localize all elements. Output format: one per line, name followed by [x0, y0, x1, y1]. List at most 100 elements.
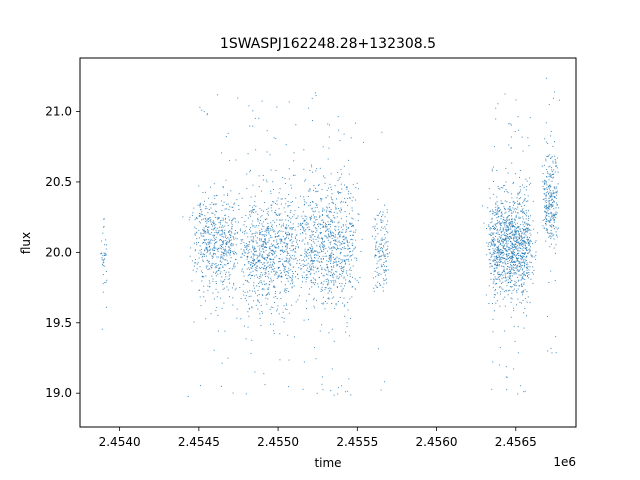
data-point: [532, 282, 534, 284]
data-point: [213, 195, 215, 197]
data-point: [529, 237, 531, 239]
data-point: [351, 200, 353, 202]
data-point: [340, 192, 342, 194]
data-point: [552, 97, 554, 99]
data-point: [250, 264, 252, 266]
data-point: [555, 336, 557, 338]
data-point: [523, 186, 525, 188]
data-point: [315, 358, 317, 360]
data-point: [285, 228, 287, 230]
data-point: [268, 253, 270, 255]
data-point: [326, 264, 328, 266]
data-point: [332, 277, 334, 279]
data-point: [245, 230, 247, 232]
data-point: [334, 185, 336, 187]
data-point: [504, 93, 506, 95]
data-point: [268, 273, 270, 275]
data-point: [333, 221, 335, 223]
data-point: [507, 208, 509, 210]
data-point: [499, 273, 501, 275]
data-point: [319, 228, 321, 230]
data-point: [272, 254, 274, 256]
data-point: [294, 210, 296, 212]
data-point: [303, 199, 305, 201]
data-point: [377, 281, 379, 283]
data-point: [521, 273, 523, 275]
x-tick-label: 2.4565: [495, 435, 537, 449]
data-point: [213, 349, 215, 351]
data-point: [510, 136, 512, 138]
data-point: [499, 286, 501, 288]
data-point: [550, 192, 552, 194]
data-point: [346, 188, 348, 190]
data-point: [514, 237, 516, 239]
data-point: [522, 228, 524, 230]
data-point: [348, 190, 350, 192]
data-point: [221, 152, 223, 154]
data-point: [207, 229, 209, 231]
data-point: [517, 239, 519, 241]
data-point: [384, 234, 386, 236]
data-point: [377, 260, 379, 262]
data-point: [532, 200, 534, 202]
data-point: [325, 248, 327, 250]
data-point: [328, 124, 330, 126]
data-point: [324, 268, 326, 270]
data-point: [513, 310, 515, 312]
data-point: [203, 227, 205, 229]
data-point: [302, 232, 304, 234]
data-point: [338, 178, 340, 180]
data-point: [278, 214, 280, 216]
data-point: [492, 228, 494, 230]
data-point: [274, 301, 276, 303]
data-point: [549, 217, 551, 219]
data-point: [334, 246, 336, 248]
data-point: [515, 247, 517, 249]
data-point: [322, 240, 324, 242]
data-point: [348, 227, 350, 229]
data-point: [260, 281, 262, 283]
data-point: [314, 222, 316, 224]
data-point: [263, 257, 265, 259]
data-point: [341, 272, 343, 274]
data-point: [221, 240, 223, 242]
data-point: [553, 200, 555, 202]
data-point: [223, 248, 225, 250]
data-point: [214, 253, 216, 255]
data-point: [526, 236, 528, 238]
data-point: [325, 211, 327, 213]
data-point: [267, 228, 269, 230]
data-point: [284, 238, 286, 240]
data-point: [266, 303, 268, 305]
data-point: [520, 235, 522, 237]
data-point: [527, 219, 529, 221]
data-point: [513, 209, 515, 211]
data-point: [332, 215, 334, 217]
data-point: [324, 240, 326, 242]
data-point: [321, 250, 323, 252]
data-point: [286, 255, 288, 257]
data-point: [504, 200, 506, 202]
data-point: [512, 247, 514, 249]
data-point: [309, 273, 311, 275]
data-point: [255, 250, 257, 252]
data-point: [380, 249, 382, 251]
data-point: [550, 232, 552, 234]
data-point: [273, 252, 275, 254]
data-point: [336, 263, 338, 265]
data-point: [375, 255, 377, 257]
data-point: [520, 262, 522, 264]
data-point: [294, 251, 296, 253]
data-point: [307, 249, 309, 251]
data-point: [513, 263, 515, 265]
data-point: [343, 165, 345, 167]
data-point: [241, 197, 243, 199]
data-point: [516, 304, 518, 306]
data-point: [530, 229, 532, 231]
data-point: [258, 278, 260, 280]
data-point: [384, 254, 386, 256]
data-point: [550, 238, 552, 240]
data-point: [380, 389, 382, 391]
data-point: [248, 281, 250, 283]
data-point: [504, 224, 506, 226]
